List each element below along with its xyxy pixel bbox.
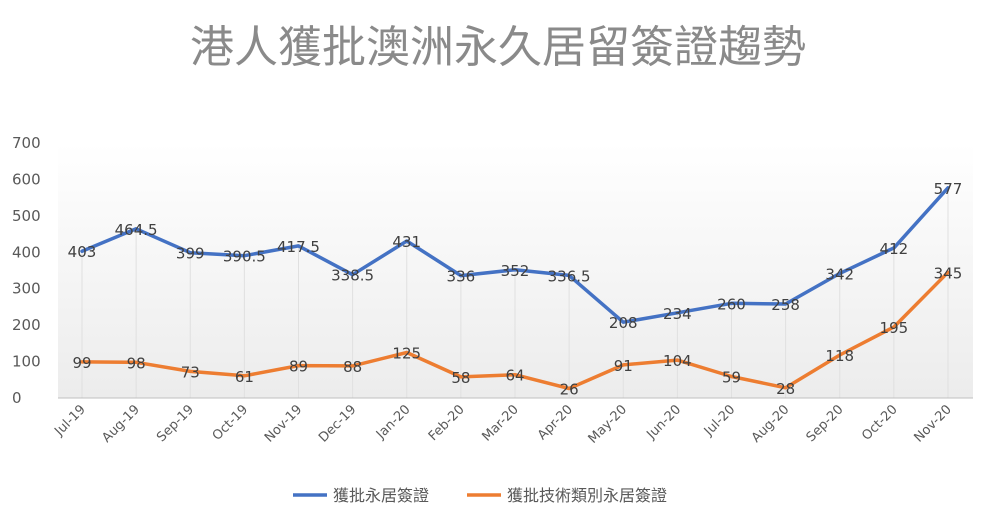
- data-label-s1-15: 195: [880, 319, 909, 337]
- data-label-s0-4: 417.5: [277, 238, 320, 256]
- data-label-s1-13: 28: [776, 380, 795, 398]
- x-tick-label-15: Oct-20: [859, 402, 901, 444]
- data-label-s1-12: 59: [722, 369, 741, 387]
- y-tick-label-5: 500: [12, 207, 41, 225]
- data-label-s0-15: 412: [880, 240, 909, 258]
- x-tick-label-0: Jul-19: [51, 402, 88, 439]
- y-tick-label-1: 100: [12, 353, 41, 371]
- x-tick-label-1: Aug-19: [99, 402, 143, 446]
- series-line-0: [80, 186, 950, 324]
- x-tick-label-13: Aug-20: [749, 402, 793, 446]
- data-label-s1-5: 88: [343, 358, 362, 376]
- data-label-s0-2: 399: [176, 245, 205, 263]
- x-tick-label-8: Mar-20: [479, 402, 521, 444]
- data-label-s1-9: 26: [560, 381, 579, 399]
- x-tick-label-6: Jan-20: [373, 402, 414, 443]
- y-tick-label-2: 200: [12, 316, 41, 334]
- data-label-s0-1: 464.5: [115, 221, 158, 239]
- data-label-s1-10: 91: [614, 357, 633, 375]
- y-tick-label-7: 700: [12, 134, 41, 152]
- x-tick-label-14: Sep-20: [804, 402, 847, 445]
- x-tick-label-16: Nov-20: [912, 402, 955, 445]
- data-labels: 403 464.5 399 390.5 417.5 338.5 431 336 352 336.5…: [68, 180, 963, 399]
- data-label-s0-3: 390.5: [223, 248, 266, 266]
- x-tick-label-4: Nov-19: [262, 402, 305, 445]
- x-tick-label-7: Feb-20: [426, 402, 468, 444]
- data-label-s1-1: 98: [127, 354, 146, 372]
- data-label-s0-6: 431: [392, 233, 421, 251]
- x-axis-ticks: Jul-19 Aug-19 Sep-19 Oct-19 Nov-19 Dec-19 Jan-…: [51, 402, 954, 446]
- y-tick-label-0: 0: [12, 389, 22, 407]
- chart-title: 港人獲批澳洲永久居留簽證趨勢: [190, 22, 806, 73]
- x-tick-label-5: Dec-19: [316, 402, 359, 445]
- series-lines: [80, 186, 950, 391]
- data-label-s0-0: 403: [68, 243, 97, 261]
- y-tick-label-4: 400: [12, 243, 41, 261]
- data-label-s1-16: 345: [934, 264, 963, 282]
- drop-lines: [81, 187, 949, 398]
- data-label-s1-2: 73: [181, 363, 200, 381]
- data-label-s1-11: 104: [663, 352, 692, 370]
- data-label-s0-11: 234: [663, 305, 692, 323]
- data-label-s1-6: 125: [392, 344, 421, 362]
- x-tick-label-3: Oct-19: [210, 402, 252, 444]
- x-tick-label-9: Apr-20: [535, 402, 576, 443]
- legend-label-1: 獲批技術類別永居簽證: [507, 486, 667, 505]
- data-label-s0-8: 352: [501, 262, 530, 280]
- data-label-s1-14: 118: [825, 347, 854, 365]
- data-label-s1-7: 58: [451, 369, 470, 387]
- data-label-s0-9: 336.5: [548, 267, 591, 285]
- data-label-s1-4: 89: [289, 358, 308, 376]
- y-axis-ticks: 0 100 200 300 400 500 600 700: [12, 134, 41, 407]
- data-label-s1-0: 99: [72, 354, 91, 372]
- data-label-s0-16: 577: [934, 180, 963, 198]
- data-label-s0-13: 258: [771, 296, 800, 314]
- data-label-s0-5: 338.5: [331, 267, 374, 285]
- legend: 獲批永居簽證 獲批技術類別永居簽證: [293, 486, 667, 505]
- data-label-s0-14: 342: [825, 265, 854, 283]
- x-tick-label-10: May-20: [586, 402, 630, 446]
- y-tick-label-3: 300: [12, 280, 41, 298]
- data-label-s1-8: 64: [505, 367, 524, 385]
- data-label-s0-12: 260: [717, 295, 746, 313]
- legend-label-0: 獲批永居簽證: [333, 486, 429, 505]
- data-label-s0-10: 208: [609, 314, 638, 332]
- data-label-s1-3: 61: [235, 368, 254, 386]
- y-tick-label-6: 600: [12, 170, 41, 188]
- x-tick-label-11: Jun-20: [644, 402, 685, 443]
- data-label-s0-7: 336: [447, 268, 476, 286]
- x-tick-label-2: Sep-19: [154, 402, 197, 445]
- series-line-1: [80, 270, 950, 391]
- x-tick-label-12: Jul-20: [701, 402, 738, 439]
